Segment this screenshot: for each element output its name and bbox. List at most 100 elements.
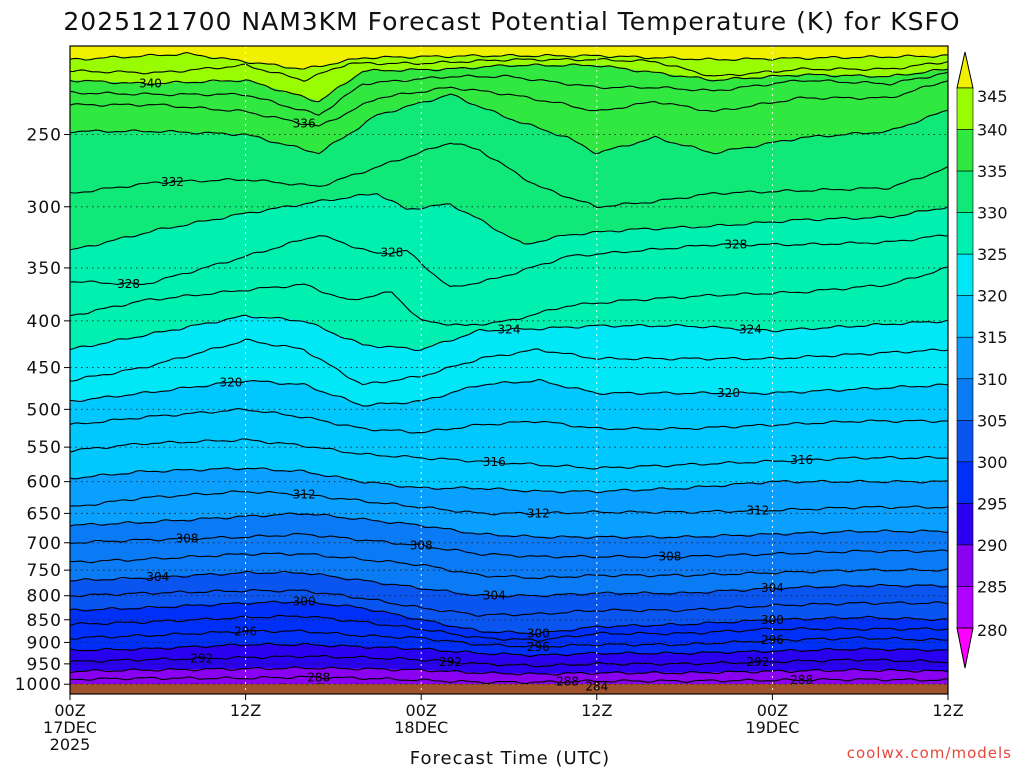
contour-label: 284 xyxy=(585,680,608,694)
isentrope-line xyxy=(70,532,948,559)
colorbar-swatch xyxy=(956,129,974,172)
contour-label: 300 xyxy=(293,595,316,609)
contour-label-text: 324 xyxy=(498,323,521,337)
contour-label: 320 xyxy=(220,375,243,389)
contour-label: 300 xyxy=(527,627,550,641)
colorbar-swatch xyxy=(956,295,974,338)
contour-label-text: 320 xyxy=(220,375,243,389)
contour-label-text: 312 xyxy=(527,506,550,520)
x-tick-label: 00Z xyxy=(54,701,85,720)
isentrope-line xyxy=(70,234,948,288)
contour-label: 292 xyxy=(439,655,462,669)
contour-label-text: 296 xyxy=(527,640,550,654)
x-tick-label: 12Z xyxy=(230,701,261,720)
y-tick-label: 300 xyxy=(27,198,62,218)
isentrope-line xyxy=(70,438,948,470)
contour-label: 316 xyxy=(483,455,506,469)
contour-label-text: 284 xyxy=(585,680,608,694)
contour-label: 328 xyxy=(380,245,403,259)
contour-label: 304 xyxy=(761,581,784,595)
contour-label-text: 288 xyxy=(556,675,579,689)
y-tick-label: 700 xyxy=(27,534,62,554)
contour-label: 300 xyxy=(761,613,784,627)
y-tick-label: 500 xyxy=(27,400,62,420)
contour-label: 308 xyxy=(410,539,433,553)
contour-label-text: 316 xyxy=(483,455,506,469)
contour-label: 296 xyxy=(761,633,784,647)
colorbar-label: 330 xyxy=(977,204,1008,223)
contour-label: 288 xyxy=(307,670,330,684)
colorbar-swatch xyxy=(956,378,974,421)
contour-label: 292 xyxy=(746,655,769,669)
colorbar-swatch xyxy=(956,586,974,629)
contour-label: 296 xyxy=(234,624,257,638)
x-tick-label: 19DEC xyxy=(745,718,799,737)
y-tick-label: 400 xyxy=(27,312,62,332)
isentrope-line xyxy=(70,490,948,516)
isentrope-line xyxy=(70,71,948,116)
plot-frame xyxy=(69,45,949,695)
contour-label: 316 xyxy=(790,453,813,467)
colorbar-swatch xyxy=(956,87,974,130)
contour-labels: 340 336 332 328 328 328 324 324 320 320 316 316 312 3… xyxy=(117,77,813,694)
y-tick-label: 250 xyxy=(27,125,62,145)
contour-label-text: 296 xyxy=(234,624,257,638)
contour-label: 296 xyxy=(527,640,550,654)
contour-label-text: 296 xyxy=(761,633,784,647)
contour-label-text: 340 xyxy=(139,77,162,91)
isentrope-line xyxy=(70,57,948,82)
isentrope-line xyxy=(70,675,948,685)
colorbar-label: 300 xyxy=(977,453,1008,472)
contour-label: 320 xyxy=(717,386,740,400)
contour-label: 308 xyxy=(659,550,682,564)
isentrope-line xyxy=(70,338,948,386)
y-tick-label: 600 xyxy=(27,473,62,493)
contour-label: 328 xyxy=(724,238,747,252)
colorbar-label: 305 xyxy=(977,411,1008,430)
contour-label: 332 xyxy=(161,175,184,189)
contour-label-text: 300 xyxy=(293,595,316,609)
x-axis-label: Forecast Time (UTC) xyxy=(410,748,610,768)
isentrope-line xyxy=(70,629,948,648)
credit-text: coolwx.com/models xyxy=(846,744,1012,762)
isentrope-line xyxy=(70,63,948,103)
y-tick-label: 750 xyxy=(27,561,62,581)
colorbar-label: 345 xyxy=(977,87,1008,106)
contour-label-text: 332 xyxy=(161,175,184,189)
colorbar-label: 340 xyxy=(977,121,1008,140)
isentrope-line xyxy=(70,52,948,70)
contour-label: 312 xyxy=(746,504,769,518)
colorbar-label: 280 xyxy=(977,621,1008,640)
contour-label: 328 xyxy=(117,277,140,291)
contour-label-text: 316 xyxy=(790,453,813,467)
contour-label-text: 336 xyxy=(293,117,316,131)
isentrope-line xyxy=(70,93,948,155)
x-tick-label: 12Z xyxy=(581,701,612,720)
isentrope-line xyxy=(70,408,948,434)
contour-label-text: 292 xyxy=(746,655,769,669)
contour-label-text: 300 xyxy=(527,627,550,641)
isentrope-line xyxy=(70,80,948,127)
contour-label-text: 292 xyxy=(190,651,213,665)
colorbar-label: 310 xyxy=(977,370,1008,389)
y-tick-label: 800 xyxy=(27,587,62,607)
isentrope-line xyxy=(70,193,948,251)
y-tick-label: 900 xyxy=(27,633,62,653)
isentrope-line xyxy=(70,600,948,636)
contour-label-text: 312 xyxy=(293,488,316,502)
colorbar-label: 290 xyxy=(977,536,1008,555)
colorbar-swatch xyxy=(956,503,974,546)
isentrope-line xyxy=(70,378,948,407)
contour-label: 292 xyxy=(190,651,213,665)
y-tick-label: 350 xyxy=(27,259,62,279)
contour-label: 336 xyxy=(293,117,316,131)
contour-label-text: 288 xyxy=(790,673,813,687)
x-tick-label: 12Z xyxy=(932,701,963,720)
colorbar-swatch xyxy=(956,253,974,296)
contour-label: 288 xyxy=(556,675,579,689)
contour-label-text: 300 xyxy=(761,613,784,627)
isentrope-lines xyxy=(70,52,948,694)
colorbar-swatch xyxy=(956,420,974,463)
